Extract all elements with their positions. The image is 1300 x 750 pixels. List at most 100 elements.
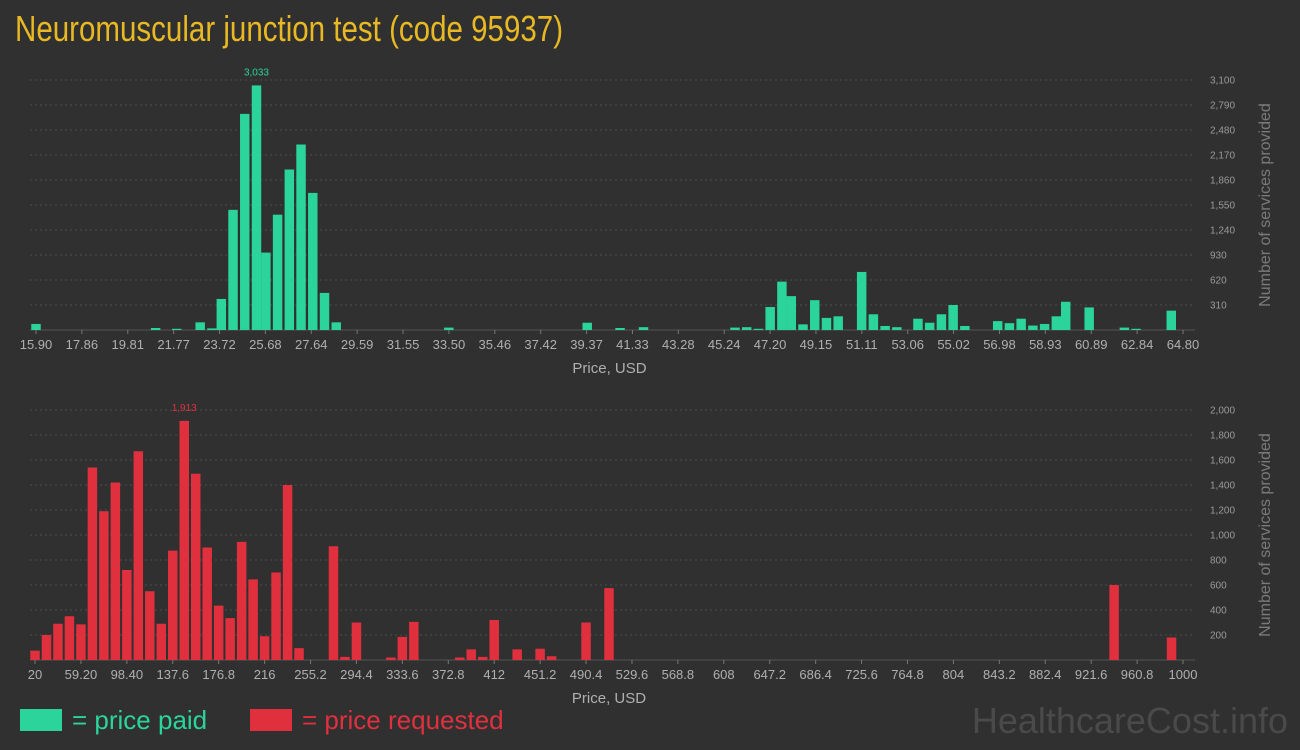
x-tick-label: 29.59 (341, 337, 374, 352)
bar (272, 214, 283, 330)
x-tick-label: 20 (28, 667, 42, 682)
x-tick-label: 41.33 (616, 337, 649, 352)
bar (638, 327, 649, 330)
bar (340, 656, 350, 660)
x-tick-label: 843.2 (983, 667, 1016, 682)
bar (53, 623, 63, 660)
x-tick-label: 451.2 (524, 667, 557, 682)
bar (41, 635, 52, 660)
bar (145, 591, 155, 660)
bar (225, 618, 235, 660)
x-tick-label: 27.64 (295, 337, 328, 352)
price-requested-chart: 200 400 600 800 1,000 1,200 1,400 1,600 1,800 2,0… (28, 403, 1274, 707)
y-tick-label: 930 (1210, 251, 1227, 262)
bar (282, 485, 293, 660)
bar (202, 547, 212, 660)
bar (1039, 323, 1050, 330)
bar (248, 579, 258, 660)
bar (913, 318, 923, 330)
x-tick-label: 216 (254, 667, 276, 682)
bar (615, 327, 625, 330)
x-tick-label: 176.8 (202, 667, 235, 682)
y-tick-label: 200 (1210, 631, 1227, 642)
bar (455, 657, 465, 660)
x-tick-label: 98.40 (111, 667, 144, 682)
bar (1016, 318, 1026, 330)
x-tick-label: 21.77 (157, 337, 190, 352)
bar (810, 300, 820, 330)
bar (294, 648, 304, 660)
bar (271, 572, 281, 660)
watermark: HealthcareCost.info (971, 700, 1288, 741)
bar (409, 621, 419, 660)
x-tick-label: 31.55 (387, 337, 420, 352)
legend-label-requested: = price requested (302, 704, 504, 735)
x-tick-label: 294.4 (340, 667, 373, 682)
x-tick-label: 35.46 (479, 337, 512, 352)
y-tick-label: 400 (1210, 606, 1227, 617)
bar (190, 473, 201, 660)
bar (1166, 637, 1177, 660)
y-tick-label: 2,790 (1210, 101, 1235, 112)
y-tick-label: 1,000 (1210, 531, 1235, 542)
x-tick-label: 25.68 (249, 337, 282, 352)
bar (150, 327, 161, 330)
x-tick-label: 17.86 (66, 337, 99, 352)
x-axis-label: Price, USD (572, 360, 646, 377)
x-tick-label: 59.20 (65, 667, 98, 682)
bar (64, 616, 75, 660)
bar (444, 327, 454, 330)
legend-price-paid: = price paid (20, 705, 207, 735)
page-title: Neuromuscular junction test (code 95937) (15, 8, 564, 49)
bar (1028, 325, 1038, 330)
legend-swatch-paid (20, 709, 62, 731)
x-tick-label: 608 (713, 667, 735, 682)
x-tick-label: 764.8 (891, 667, 924, 682)
bar (236, 541, 247, 660)
bar (76, 624, 86, 660)
bar (251, 85, 262, 330)
x-tick-label: 725.6 (845, 667, 878, 682)
y-tick-label: 1,400 (1210, 481, 1235, 492)
x-tick-label: 960.8 (1121, 667, 1154, 682)
bar (351, 622, 362, 660)
x-tick-label: 568.8 (662, 667, 695, 682)
bar (240, 113, 250, 330)
x-tick-label: 62.84 (1121, 337, 1154, 352)
bar (489, 620, 499, 660)
bar (259, 636, 270, 660)
x-tick-label: 64.80 (1167, 337, 1200, 352)
bar (753, 328, 764, 330)
x-tick-label: 37.42 (524, 337, 557, 352)
x-tick-label: 23.72 (203, 337, 236, 352)
bar (207, 328, 217, 330)
legend-price-requested: = price requested (250, 704, 504, 735)
y-tick-label: 1,240 (1210, 226, 1235, 237)
x-tick-label: 529.6 (616, 667, 649, 682)
bar (833, 316, 843, 330)
bar (1119, 327, 1130, 330)
x-tick-label: 43.28 (662, 337, 695, 352)
bar (730, 327, 740, 330)
bar (948, 305, 958, 330)
y-tick-label: 2,170 (1210, 151, 1235, 162)
y-tick-label: 1,200 (1210, 506, 1235, 517)
bar (328, 546, 339, 660)
bar (582, 322, 592, 330)
y-axis-label: Number of services provided (1257, 103, 1274, 307)
bar (397, 636, 408, 660)
bar (821, 317, 832, 330)
bar (992, 321, 1003, 330)
bar (1131, 328, 1141, 330)
bar (31, 323, 41, 330)
bar (99, 511, 109, 660)
y-tick-label: 1,550 (1210, 201, 1235, 212)
bar (765, 307, 775, 330)
y-tick-label: 310 (1210, 301, 1227, 312)
x-tick-label: 45.24 (708, 337, 741, 352)
x-axis-label: Price, USD (572, 690, 646, 707)
x-tick-label: 255.2 (294, 667, 327, 682)
y-tick-label: 1,860 (1210, 176, 1235, 187)
bar (296, 144, 306, 330)
